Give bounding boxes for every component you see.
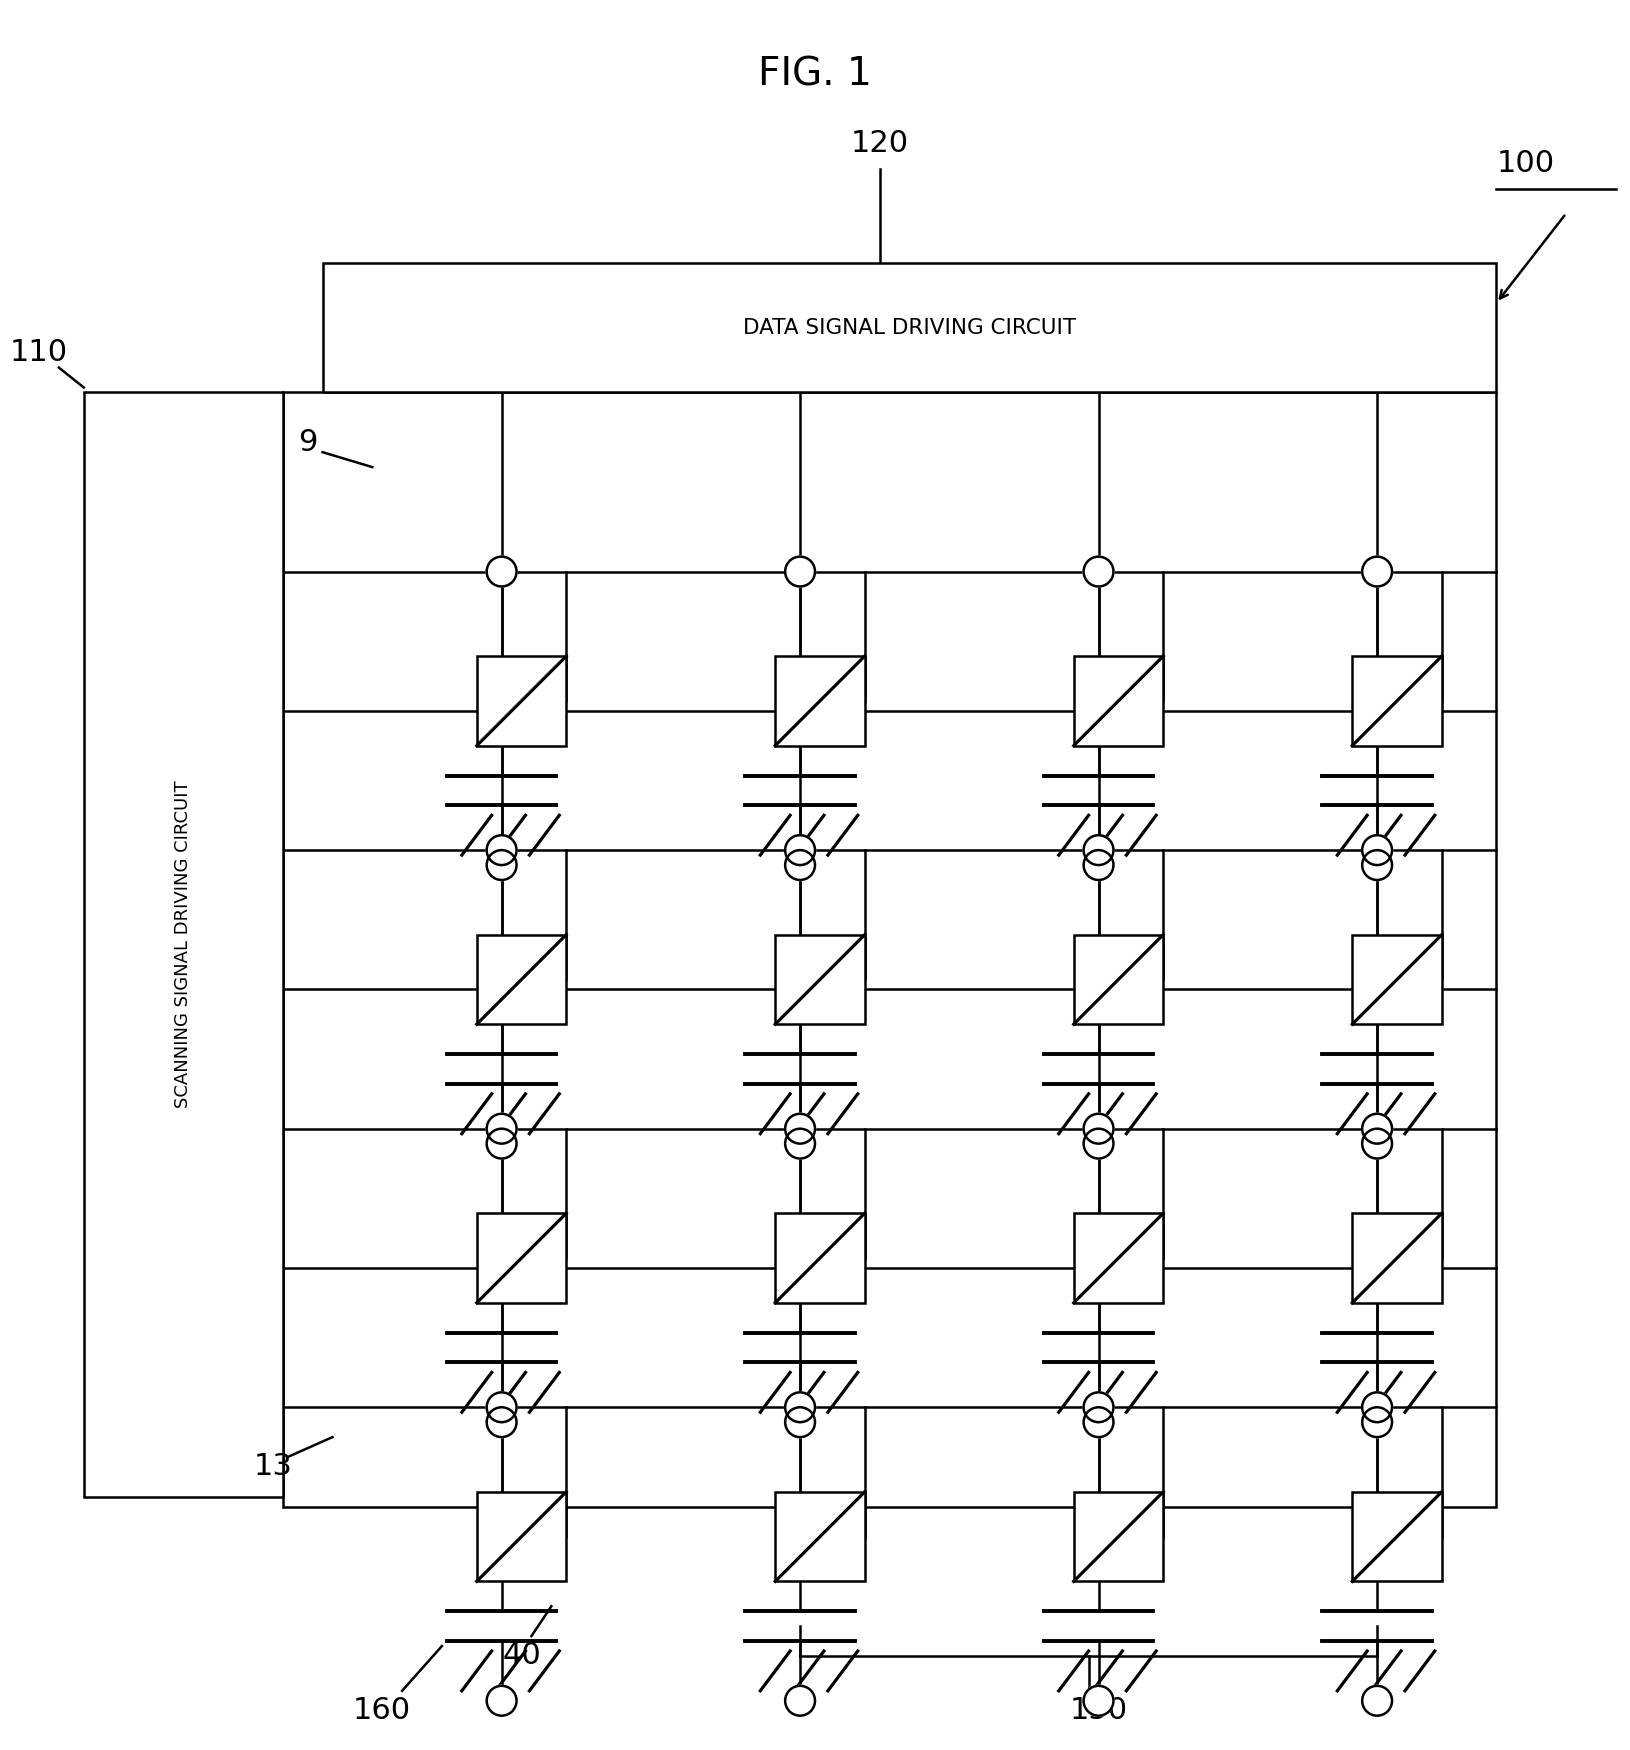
Text: 100: 100 (1496, 149, 1555, 178)
Text: 150: 150 (1069, 1696, 1128, 1726)
Circle shape (487, 1113, 517, 1143)
Circle shape (487, 1129, 517, 1158)
Circle shape (786, 835, 815, 864)
Circle shape (1363, 1113, 1392, 1143)
Circle shape (1084, 835, 1113, 864)
Text: 9: 9 (298, 427, 318, 457)
Bar (1074, 934, 1164, 1024)
Bar (476, 934, 566, 1024)
Text: FIG. 1: FIG. 1 (758, 54, 872, 93)
Text: 13: 13 (253, 1452, 292, 1482)
Bar (1074, 656, 1164, 746)
Circle shape (786, 1113, 815, 1143)
Text: 110: 110 (10, 338, 68, 368)
Text: SCANNING SIGNAL DRIVING CIRCUIT: SCANNING SIGNAL DRIVING CIRCUIT (174, 780, 192, 1108)
Bar (1353, 934, 1443, 1024)
Circle shape (1363, 1129, 1392, 1158)
Bar (776, 1491, 866, 1582)
Circle shape (487, 835, 517, 864)
Text: 120: 120 (851, 130, 910, 158)
Circle shape (487, 1685, 517, 1715)
Bar (83, 392, 282, 1496)
Bar (1074, 1491, 1164, 1582)
Bar (476, 656, 566, 746)
Circle shape (1084, 850, 1113, 880)
Circle shape (1084, 1113, 1113, 1143)
Circle shape (786, 556, 815, 586)
Bar (1074, 1213, 1164, 1302)
Bar (1353, 1213, 1443, 1302)
Bar (776, 1213, 866, 1302)
Circle shape (1084, 556, 1113, 586)
Bar (1353, 656, 1443, 746)
Circle shape (1363, 1393, 1392, 1423)
Bar (1353, 1491, 1443, 1582)
Circle shape (1363, 835, 1392, 864)
Bar (476, 1491, 566, 1582)
Circle shape (786, 1685, 815, 1715)
Circle shape (487, 556, 517, 586)
Bar (776, 656, 866, 746)
Circle shape (786, 850, 815, 880)
Circle shape (1363, 1685, 1392, 1715)
Circle shape (1363, 556, 1392, 586)
Circle shape (487, 850, 517, 880)
Circle shape (1363, 1407, 1392, 1437)
Circle shape (786, 1393, 815, 1423)
Circle shape (1084, 1129, 1113, 1158)
Circle shape (1084, 1407, 1113, 1437)
Bar (776, 934, 866, 1024)
Text: 160: 160 (354, 1696, 411, 1726)
Bar (282, 392, 1496, 1507)
Bar (476, 1213, 566, 1302)
Circle shape (1084, 1393, 1113, 1423)
Text: DATA SIGNAL DRIVING CIRCUIT: DATA SIGNAL DRIVING CIRCUIT (743, 318, 1076, 338)
Circle shape (1084, 1685, 1113, 1715)
Circle shape (786, 1407, 815, 1437)
Bar (323, 262, 1496, 392)
Circle shape (1363, 850, 1392, 880)
Text: 40: 40 (502, 1642, 541, 1671)
Circle shape (487, 1393, 517, 1423)
Circle shape (786, 1129, 815, 1158)
Circle shape (487, 1407, 517, 1437)
